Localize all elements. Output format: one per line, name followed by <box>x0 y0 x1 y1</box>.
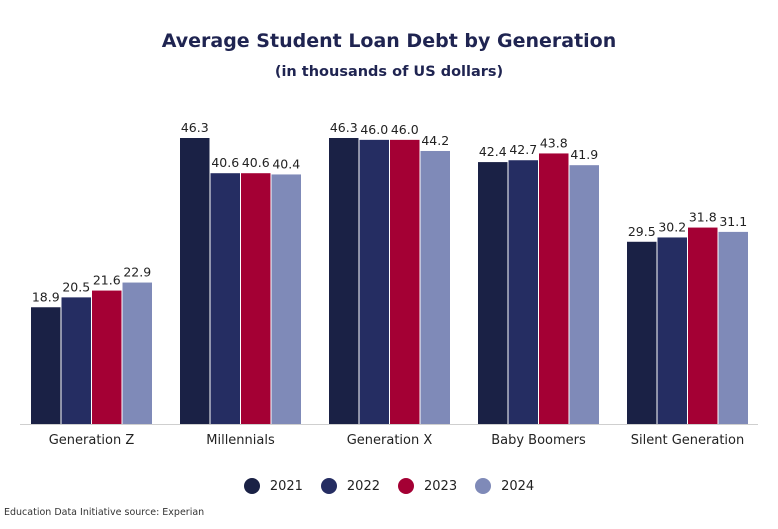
source-note: Education Data Initiative source: Experi… <box>4 507 205 518</box>
bar-silent-generation-2024 <box>718 231 748 424</box>
legend-label: 2021 <box>269 478 303 494</box>
bar-generation-x-2024 <box>420 150 450 424</box>
bar-chart: 18.920.5 21.622.9 Generation Z 46.3 40.6 40.6… <box>20 120 758 448</box>
data-label: 40.6 <box>211 155 239 170</box>
x-tick-label: Silent Generation <box>631 433 744 448</box>
data-label: 42.4 <box>479 144 507 159</box>
x-tick-label: Baby Boomers <box>491 433 586 448</box>
legend-swatch <box>243 478 260 494</box>
legend-item-2024: 2024 <box>475 478 534 494</box>
legend-label: 2022 <box>346 478 380 494</box>
chart-title: Average Student Loan Debt by Generation <box>161 30 617 52</box>
bar-millennials-2024 <box>271 174 301 424</box>
data-label: 46.3 <box>330 120 358 135</box>
x-tick-label: Generation Z <box>49 433 135 448</box>
bar-generation-x-2023 <box>390 139 420 424</box>
legend-swatch <box>475 478 492 494</box>
x-tick-label: Millennials <box>206 433 275 448</box>
legend-item-2021: 2021 <box>243 478 303 494</box>
data-label: 40.6 <box>242 155 270 170</box>
data-label: 29.5 <box>628 224 656 239</box>
bar-generation-x-2021 <box>329 138 359 424</box>
data-label: 46.0 <box>391 122 419 137</box>
legend-swatch <box>320 478 337 494</box>
data-label: 46.3 <box>181 120 209 135</box>
data-label: 41.9 <box>570 147 598 162</box>
bar-generation-x-2022 <box>359 139 389 424</box>
data-label: 43.8 <box>540 135 568 150</box>
data-label: 18.9 <box>32 289 60 304</box>
data-label: 40.4 <box>272 156 300 171</box>
data-label: 42.7 <box>509 142 537 157</box>
chart-legend: 2021 2022 2023 2024 <box>0 478 778 494</box>
bar-millennials-2023 <box>241 173 271 424</box>
bar-generation-z-2024 <box>122 282 152 424</box>
bar-generation-z-2021 <box>31 307 61 424</box>
bar-silent-generation-2021 <box>627 241 657 424</box>
data-label: 31.8 <box>689 210 717 225</box>
data-label: 20.5 <box>62 279 90 294</box>
chart-subtitle: (in thousands of US dollars) <box>274 64 504 80</box>
bar-generation-z-2022 <box>61 297 91 424</box>
data-label: 46.0 <box>360 122 388 137</box>
legend-label: 2024 <box>501 478 535 494</box>
bar-millennials-2021 <box>180 138 210 424</box>
data-label: 21.6 <box>93 273 121 288</box>
bar-baby-boomers-2022 <box>508 160 538 424</box>
bar-generation-z-2023 <box>92 290 122 424</box>
legend-item-2022: 2022 <box>320 478 380 494</box>
data-label: 22.9 <box>123 265 151 280</box>
x-tick-label: Generation X <box>347 433 433 448</box>
bar-baby-boomers-2024 <box>569 165 599 424</box>
bar-baby-boomers-2021 <box>478 162 508 425</box>
data-label: 44.2 <box>421 133 449 148</box>
legend-label: 2023 <box>424 478 458 494</box>
data-label: 30.2 <box>658 219 686 234</box>
bar-millennials-2022 <box>210 173 240 424</box>
legend-swatch <box>398 478 414 494</box>
bar-silent-generation-2022 <box>657 237 687 424</box>
bar-silent-generation-2023 <box>688 227 718 424</box>
legend-item-2023: 2023 <box>398 478 457 494</box>
bar-baby-boomers-2023 <box>539 153 569 425</box>
data-label: 31.1 <box>719 214 747 229</box>
